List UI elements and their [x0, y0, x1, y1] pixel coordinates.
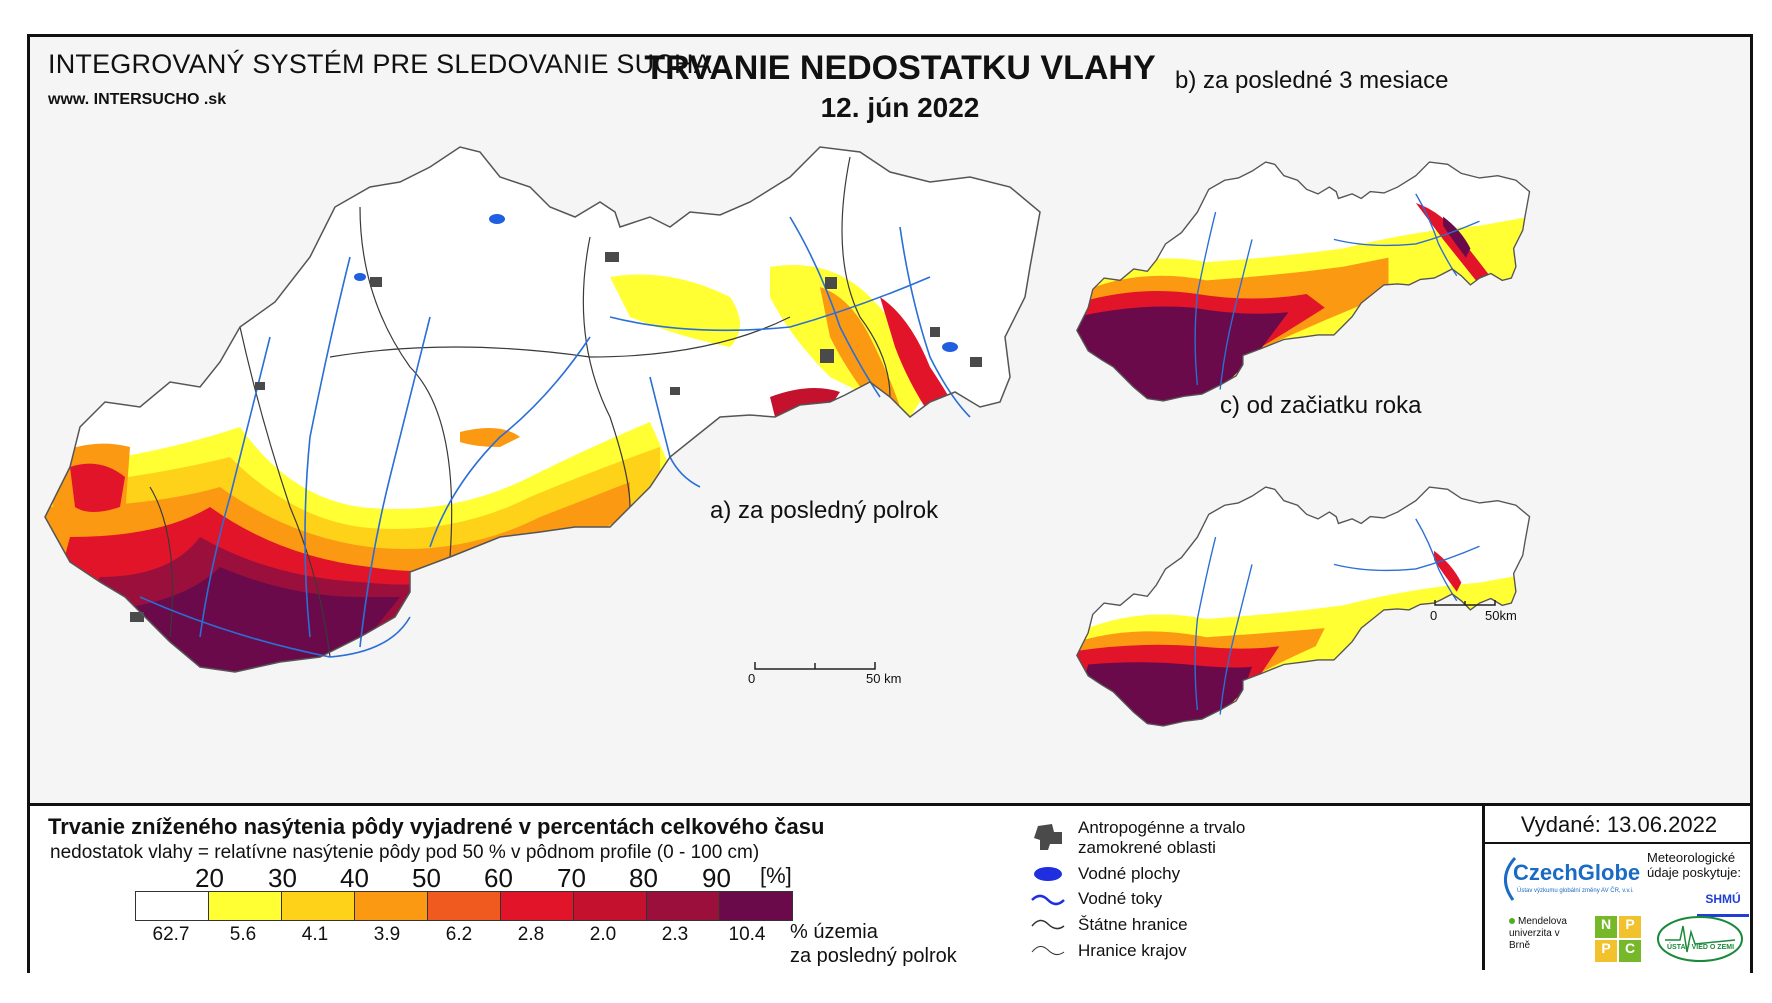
- legend-tick: 90: [702, 863, 731, 893]
- anthropogenic-area-icon: [1034, 824, 1062, 850]
- scale-bar-small: [1434, 600, 1496, 606]
- legend-tick: 80: [629, 863, 658, 893]
- shmu-text: SHMÚ: [1705, 892, 1741, 906]
- legend-tick: 70: [557, 863, 586, 893]
- nppc-logo: N P P C: [1595, 916, 1641, 962]
- legend-swatch: [573, 892, 646, 920]
- legend-unit: [%]: [760, 863, 792, 888]
- map-c: [1076, 486, 1531, 727]
- czechglobe-name: CzechGlobe: [1513, 860, 1641, 885]
- map-date: 12. jún 2022: [820, 92, 980, 123]
- legend-share-value: 10.4: [728, 924, 766, 945]
- czechglobe-swoosh-icon: [1504, 856, 1517, 901]
- nppc-letter: N: [1595, 916, 1617, 938]
- legend-share-value: 62.7: [152, 924, 190, 945]
- legend-item-rivers: Vodné toky: [1078, 889, 1163, 908]
- legend-tick: 60: [484, 863, 513, 893]
- main-map: [44, 146, 1531, 727]
- panel-b-label: b) za posledné 3 mesiace: [1175, 67, 1449, 94]
- map-legend-icons: [1031, 824, 1065, 956]
- uvz-seismogram-icon: [1657, 916, 1743, 962]
- map-a: [44, 146, 1041, 673]
- share-label-1: % územia: [790, 921, 878, 943]
- panel-a-label: a) za posledný polrok: [710, 497, 939, 524]
- map-b: [1076, 161, 1531, 402]
- map-a-anthropogenic-areas: [130, 252, 982, 622]
- legend-share-value: 2.3: [661, 924, 689, 945]
- region-border-icon: [1031, 946, 1065, 956]
- legend-tick: 20: [195, 863, 224, 893]
- scale-small-end: 50km: [1485, 608, 1517, 623]
- map-a-region-borders: [149, 156, 891, 658]
- legend-item-water: Vodné plochy: [1078, 864, 1181, 883]
- nppc-letter: P: [1595, 940, 1617, 962]
- legend-item-anthropogenic: Antropogénne a trvalo zamokrené oblasti: [1078, 818, 1246, 857]
- met-data-label: Meteorologické údaje poskytuje:: [1647, 850, 1741, 880]
- figure-frame: INTEGROVANÝ SYSTÉM PRE SLEDOVANIE SUCHA …: [27, 34, 1753, 973]
- legend-share-value: 3.9: [373, 924, 401, 945]
- nppc-letter: C: [1619, 940, 1641, 962]
- legend-swatch: [500, 892, 573, 920]
- czechglobe-logo: CzechGlobe Ústav výzkumu globální změny …: [1495, 850, 1645, 906]
- scale-main-zero: 0: [748, 671, 756, 686]
- legend-swatch: [646, 892, 719, 920]
- legend-share-value: 5.6: [229, 924, 257, 945]
- mendel-logo: Mendelova univerzita v Brně: [1509, 916, 1579, 952]
- legend-color-bar: [135, 891, 793, 921]
- issuer-box: Vydané: 13.06.2022 CzechGlobe Ústav výzk…: [1482, 806, 1753, 970]
- legend-share-value: 2.0: [589, 924, 617, 945]
- nppc-letter: P: [1619, 916, 1641, 938]
- uvz-logo: ÚSTAV VIED O ZEMI: [1655, 914, 1745, 964]
- map-a-state-border: [44, 146, 1041, 673]
- czechglobe-subtitle: Ústav výzkumu globální změny AV ČR, v.v.…: [1517, 888, 1634, 894]
- scale-bar-main: [754, 662, 876, 670]
- issued-date: Vydané: 13.06.2022: [1520, 812, 1718, 837]
- legend-swatch: [208, 892, 281, 920]
- website-url[interactable]: www. INTERSUCHO .sk: [48, 91, 227, 108]
- mendel-dot-icon: [1509, 918, 1515, 924]
- legend-swatch: [136, 892, 208, 920]
- legend-panel: Trvanie zníženého nasýtenia pôdy vyjadre…: [30, 803, 1753, 973]
- legend-tick: 30: [268, 863, 297, 893]
- legend-share-row: 62.7 5.6 4.1 3.9 6.2 2.8 2.0 2.3 10.4: [135, 924, 783, 948]
- state-border-icon: [1031, 919, 1065, 930]
- legend-item-region-border: Hranice krajov: [1078, 941, 1187, 960]
- legend-tick: 40: [340, 863, 369, 893]
- legend-share-value: 4.1: [301, 924, 329, 945]
- water-body-icon: [1034, 867, 1062, 881]
- shmu-logo: SHMÚ: [1697, 884, 1749, 917]
- uvz-text: ÚSTAV VIED O ZEMI: [1667, 944, 1735, 951]
- share-label-2: za posledný polrok: [790, 945, 957, 967]
- map-panel: INTEGROVANÝ SYSTÉM PRE SLEDOVANIE SUCHA …: [30, 37, 1750, 803]
- legend-tick: 50: [412, 863, 441, 893]
- map-a-fill: [45, 147, 1040, 672]
- panel-c-label: c) od začiatku roka: [1220, 392, 1422, 419]
- legend-swatch: [354, 892, 427, 920]
- map-a-water-bodies: [354, 214, 958, 352]
- scale-small-zero: 0: [1430, 608, 1438, 623]
- page-title: TRVANIE NEDOSTATKU VLAHY: [644, 49, 1156, 87]
- legend-swatch: [281, 892, 354, 920]
- river-icon: [1031, 894, 1065, 906]
- scale-main-end: 50 km: [866, 671, 902, 686]
- system-title: INTEGROVANÝ SYSTÉM PRE SLEDOVANIE SUCHA: [48, 49, 712, 79]
- legend-swatch: [427, 892, 500, 920]
- legend-item-state-border: Štátne hranice: [1078, 915, 1188, 934]
- mendel-text: Mendelova univerzita v Brně: [1509, 916, 1567, 951]
- legend-subtitle: nedostatok vlahy = relatívne nasýtenie p…: [50, 842, 760, 863]
- legend-title: Trvanie zníženého nasýtenia pôdy vyjadre…: [48, 814, 825, 839]
- legend-share-value: 2.8: [517, 924, 545, 945]
- legend-share-value: 6.2: [445, 924, 473, 945]
- legend-swatch: [719, 892, 792, 920]
